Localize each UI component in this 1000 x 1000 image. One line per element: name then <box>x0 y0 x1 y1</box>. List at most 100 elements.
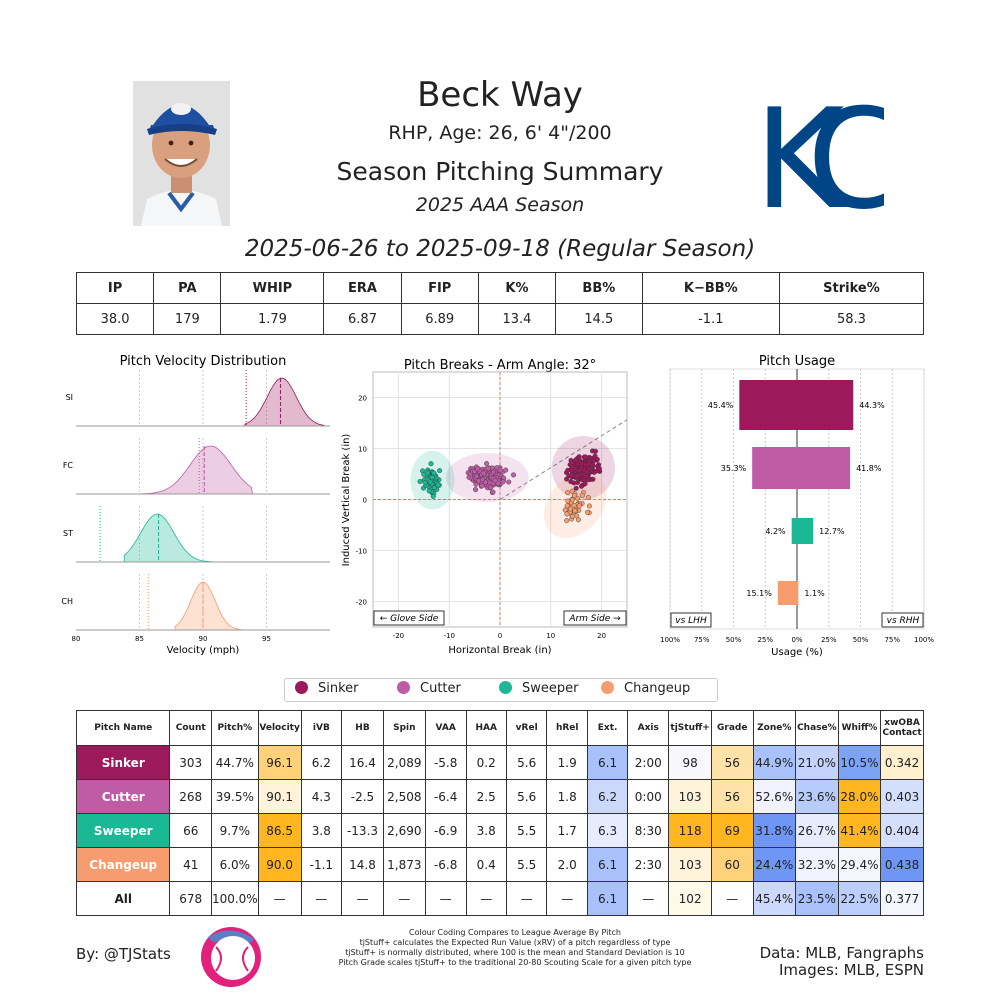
pitch-metric-cell: 3.8 <box>300 813 343 848</box>
usage-tick-label: 100% <box>914 636 934 644</box>
pitch-metric-cell: 6.0% <box>210 847 259 882</box>
break-point-changeup <box>586 503 592 509</box>
vs-lhh-box <box>670 612 712 628</box>
break-point-changeup <box>564 511 570 517</box>
pitch-metric-cell: 60 <box>710 847 754 882</box>
arm-angle-line <box>499 419 628 500</box>
velocity-x-label: Velocity (mph) <box>167 645 240 656</box>
break-point-sweeper <box>427 479 433 485</box>
stat-value-7: -1.1 <box>641 303 780 335</box>
pitch-metric-cell: 96.1 <box>257 745 302 780</box>
usage-bar-lhh <box>739 380 797 430</box>
break-point-sinker <box>596 465 602 471</box>
pitch-metric-cell: — <box>465 881 507 916</box>
break-point-sweeper <box>428 461 434 467</box>
arm-side-box <box>563 610 627 626</box>
pitch-metric-cell: 39.5% <box>210 779 259 814</box>
pitch-col-header: xwOBA Contact <box>880 710 924 746</box>
footnote-line: tjStuff+ is normally distributed, where … <box>345 948 685 957</box>
stat-value-3: 6.87 <box>323 303 402 335</box>
season-stats-value-row: 38.0 179 1.79 6.87 6.89 13.4 14.5 -1.1 58.3 <box>75 303 925 335</box>
pitch-metric-cell: 31.8% <box>752 813 797 848</box>
usage-tick-label: 50% <box>726 636 742 644</box>
break-x-tick: 0 <box>498 632 502 640</box>
break-point-cutter <box>475 466 481 472</box>
summary-title: Season Pitching Summary <box>336 157 664 186</box>
legend-marker <box>397 681 410 694</box>
author-credit: By: @TJStats <box>76 945 171 963</box>
break-point-sweeper <box>435 482 441 488</box>
data-sources: Data: MLB, Fangraphs Images: MLB, ESPN <box>760 945 924 979</box>
pitch-col-header: HB <box>341 710 384 746</box>
pitch-metric-cell: 9.7% <box>210 813 259 848</box>
pitch-col-header: vRel <box>505 710 548 746</box>
pitch-metric-cell: 1.7 <box>546 813 588 848</box>
pitch-metric-cell: 5.6 <box>505 745 548 780</box>
usage-bar-lhh <box>752 447 797 489</box>
break-point-cutter <box>474 473 480 479</box>
pitch-metric-cell: -6.8 <box>424 847 467 882</box>
pitch-metric-cell: 0.2 <box>465 745 507 780</box>
pitch-metric-cell: — <box>424 881 467 916</box>
pitch-col-header: tjStuff+ <box>668 710 712 746</box>
usage-label-lhh: 35.3% <box>721 464 747 473</box>
break-point-sweeper <box>421 471 427 477</box>
break-point-changeup <box>567 506 573 512</box>
break-y-tick: -10 <box>356 548 367 556</box>
pitch-metric-cell: 0.404 <box>880 813 924 848</box>
pitch-metric-cell: 4.3 <box>300 779 343 814</box>
velocity-row-label: CH <box>61 597 73 606</box>
image-source-line: Images: MLB, ESPN <box>778 961 924 979</box>
pitch-name-cell: Changeup <box>75 847 171 882</box>
pitch-metric-cell: 6.1 <box>586 847 629 882</box>
usage-bar-rhh <box>797 447 851 489</box>
stat-header-1: PA <box>153 272 222 304</box>
legend-marker <box>601 681 614 694</box>
break-x-tick: -20 <box>393 632 404 640</box>
legend-item-sweeper: Sweeper <box>499 681 578 696</box>
pitch-col-header: Zone% <box>752 710 797 746</box>
usage-label-rhh: 1.1% <box>804 589 825 598</box>
season-label: 2025 AAA Season <box>415 194 585 216</box>
break-x-tick: 10 <box>546 632 555 640</box>
footnote-line: Colour Coding Compares to League Average… <box>409 928 621 937</box>
pitch-metric-cell: — <box>382 881 426 916</box>
pitch-metric-cell: -1.1 <box>300 847 343 882</box>
break-y-tick: 20 <box>358 395 367 403</box>
pitch-metric-cell: 66 <box>169 813 212 848</box>
usage-label-lhh: 4.2% <box>765 527 786 536</box>
pitch-metric-cell: 23.5% <box>795 881 839 916</box>
break-point-sinker <box>582 454 588 460</box>
pitch-metric-cell: 32.3% <box>795 847 839 882</box>
velocity-tick-label: 90 <box>199 635 208 643</box>
team-logo-text: KC <box>754 83 884 223</box>
velocity-row-label: FC <box>63 461 74 470</box>
break-point-cutter <box>479 483 485 489</box>
pitch-metric-cell: 22.5% <box>837 881 882 916</box>
break-point-sinker <box>577 467 583 473</box>
pitch-col-header: Velocity <box>257 710 302 746</box>
usage-label-rhh: 44.3% <box>859 401 885 410</box>
pitch-metric-cell: -5.8 <box>424 745 467 780</box>
pitch-metric-cell: — <box>300 881 343 916</box>
break-x-tick: -10 <box>443 632 454 640</box>
break-point-sinker <box>576 454 582 460</box>
pitch-metric-cell: 103 <box>668 779 712 814</box>
pitch-metric-cell: 29.4% <box>837 847 882 882</box>
player-name: Beck Way <box>417 75 583 115</box>
break-point-cutter <box>492 478 498 484</box>
break-point-changeup <box>571 493 577 499</box>
player-info: RHP, Age: 26, 6' 4"/200 <box>388 122 612 144</box>
usage-label-rhh: 41.8% <box>856 464 882 473</box>
legend-item-changeup: Changeup <box>601 681 690 696</box>
pitch-name-cell: Sweeper <box>75 813 171 848</box>
pitch-metric-cell: 0:00 <box>627 779 670 814</box>
usage-label-lhh: 15.1% <box>746 589 772 598</box>
pitch-metric-cell: 44.7% <box>210 745 259 780</box>
stat-value-8: 58.3 <box>778 303 925 335</box>
break-y-label: Induced Vertical Break (in) <box>341 434 352 567</box>
pitch-col-header: Pitch% <box>210 710 259 746</box>
pitch-metric-cell: 268 <box>169 779 212 814</box>
pitch-metric-cell: 21.0% <box>795 745 839 780</box>
usage-tick-label: 0% <box>791 636 802 644</box>
